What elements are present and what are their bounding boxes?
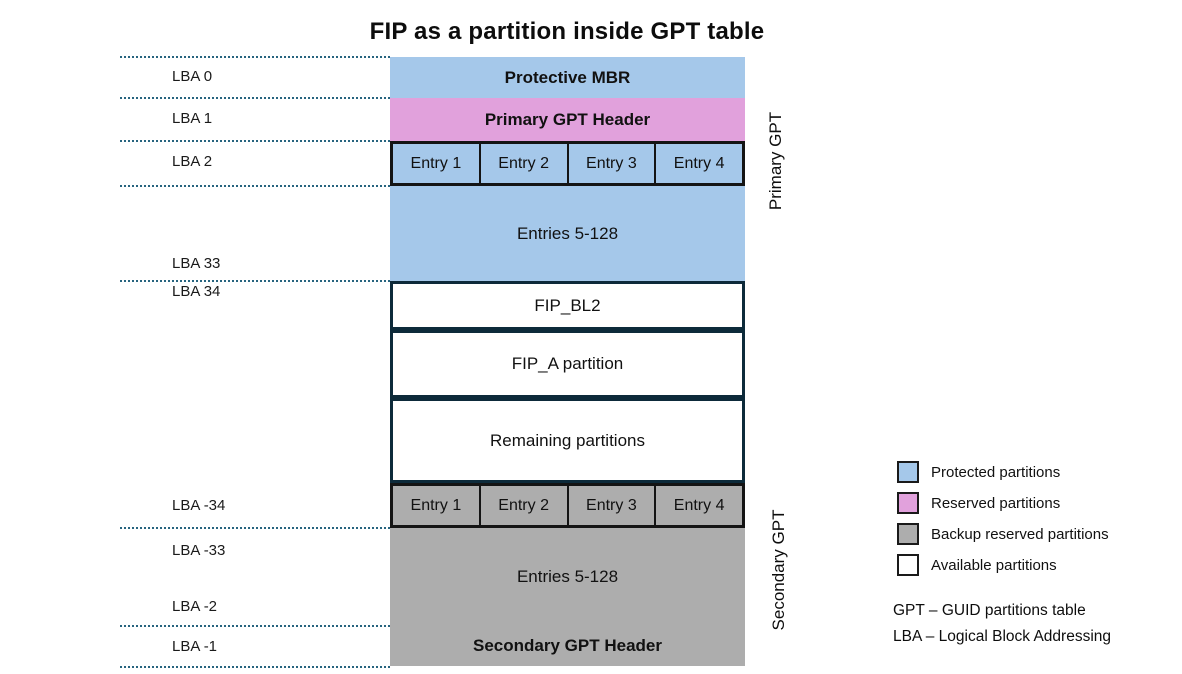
dotted-line — [120, 97, 390, 99]
block-remaining-partitions: Remaining partitions — [390, 398, 745, 483]
protected-color-swatch — [897, 461, 919, 483]
lba-label-2: LBA 2 — [172, 153, 213, 170]
dotted-line — [120, 140, 390, 142]
legend-item-protected: Protected partitions — [897, 461, 1109, 483]
primary-entry-2: Entry 2 — [478, 144, 567, 183]
block-protective-mbr: Protective MBR — [390, 57, 745, 98]
primary-entry-1: Entry 1 — [410, 154, 462, 172]
secondary-entry-4: Entry 4 — [654, 486, 742, 525]
lba-label-m34: LBA -34 — [172, 497, 226, 514]
note-gpt-abbreviation: GPT – GUID partitions table — [893, 602, 1086, 619]
legend-label: Available partitions — [931, 556, 1057, 574]
block-secondary-entries-rest: Entries 5-128 — [390, 528, 745, 626]
lba-label-m1: LBA -1 — [172, 638, 218, 655]
block-secondary-gpt-header: Secondary GPT Header — [390, 626, 745, 666]
backup-color-swatch — [897, 523, 919, 545]
dotted-line — [120, 666, 390, 668]
secondary-entry-3: Entry 3 — [566, 486, 655, 525]
reserved-color-swatch — [897, 492, 919, 514]
diagram-title: FIP as a partition inside GPT table — [369, 18, 765, 45]
primary-gpt-side-label: Primary GPT — [766, 111, 785, 211]
legend-label: Protected partitions — [931, 463, 1061, 481]
dotted-line — [120, 527, 390, 529]
primary-entry-4: Entry 4 — [654, 144, 742, 183]
dotted-line — [120, 185, 390, 187]
secondary-gpt-side-label: Secondary GPT — [769, 509, 788, 631]
dotted-line — [120, 280, 390, 282]
lba-label-34: LBA 34 — [172, 283, 221, 300]
secondary-entry-2: Entry 2 — [478, 486, 567, 525]
legend-item-available: Available partitions — [897, 554, 1109, 576]
legend-item-backup: Backup reserved partitions — [897, 523, 1109, 545]
lba-label-m2: LBA -2 — [172, 598, 218, 615]
block-fip-bl2: FIP_BL2 — [390, 281, 745, 330]
dotted-line — [120, 625, 390, 627]
dotted-line — [120, 56, 390, 58]
lba-label-1: LBA 1 — [172, 110, 213, 127]
legend: Protected partitions Reserved partitions… — [897, 461, 1109, 585]
secondary-entry-row: Entry 1 Entry 2 Entry 3 Entry 4 — [390, 483, 745, 528]
primary-entry-row: Entry 1 Entry 2 Entry 3 Entry 4 — [390, 141, 745, 186]
block-primary-entries-rest: Entries 5-128 — [390, 186, 745, 281]
available-color-swatch — [897, 554, 919, 576]
block-fip-a-partition: FIP_A partition — [390, 330, 745, 398]
legend-label: Reserved partitions — [931, 494, 1061, 512]
note-lba-abbreviation: LBA – Logical Block Addressing — [893, 628, 1111, 645]
lba-label-0: LBA 0 — [172, 68, 213, 85]
primary-entry-3: Entry 3 — [566, 144, 655, 183]
lba-label-m33: LBA -33 — [172, 542, 226, 559]
legend-label: Backup reserved partitions — [931, 525, 1109, 543]
legend-item-reserved: Reserved partitions — [897, 492, 1109, 514]
block-primary-gpt-header: Primary GPT Header — [390, 98, 745, 141]
secondary-entry-1: Entry 1 — [410, 496, 462, 514]
lba-label-33: LBA 33 — [172, 255, 221, 272]
